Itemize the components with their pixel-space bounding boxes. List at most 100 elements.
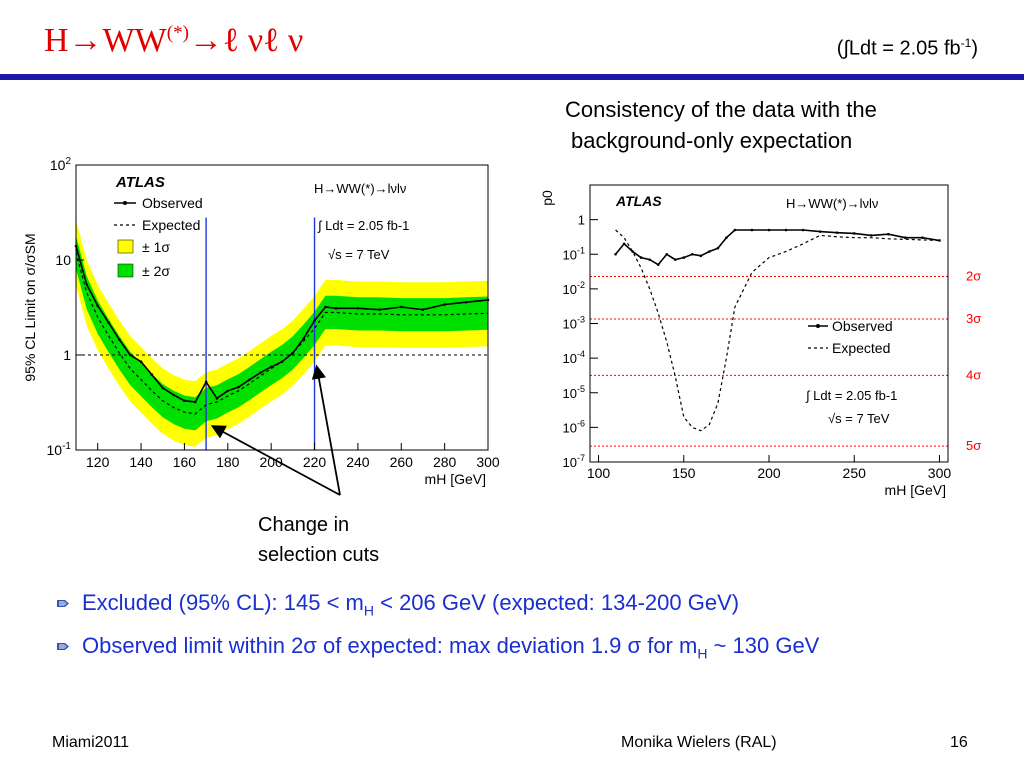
lumi-main: (∫Ldt = 2.05 fb <box>836 37 961 60</box>
observed-point <box>656 263 660 266</box>
x-tick-label: 300 <box>476 454 500 470</box>
observed-point <box>682 256 686 259</box>
y-tick-label: 10-2 <box>563 280 585 297</box>
observed-point <box>716 246 720 250</box>
observed-point <box>708 250 711 253</box>
observed-point <box>356 307 360 310</box>
series-observed-line <box>614 229 940 266</box>
process-label: H→WW(*)→lνlν <box>314 181 406 196</box>
bullet-list: Excluded (95% CL): 145 < m H < 206 GeV (e… <box>56 588 996 675</box>
series-expected-line <box>615 229 940 432</box>
observed-point <box>784 228 788 232</box>
series-observed-line <box>75 245 489 403</box>
bullet2-post: ~ 130 GeV <box>707 633 820 659</box>
observed-point <box>869 234 873 237</box>
observed-point <box>150 373 154 377</box>
x-tick-label: 150 <box>672 465 696 481</box>
legend-observed-label: Observed <box>142 195 203 211</box>
change-note: Change in selection cuts <box>258 510 379 570</box>
observed-point <box>818 230 822 233</box>
bullet-observed-limit: Observed limit within 2σ of expected: ma… <box>56 631 996 668</box>
observed-point <box>465 300 468 304</box>
observed-point <box>248 378 251 381</box>
observed-point <box>904 236 907 240</box>
y-tick-label: 10-7 <box>563 453 585 470</box>
observed-point <box>269 365 273 369</box>
footer-page-number: 16 <box>950 734 968 751</box>
plot-frame <box>75 164 489 451</box>
y-tick-label: 10-1 <box>47 441 72 458</box>
energy-label: √s = 7 TeV <box>828 411 890 426</box>
lumi-close: ) <box>971 37 978 60</box>
observed-point <box>622 242 626 246</box>
x-tick-label: 300 <box>928 465 952 481</box>
observed-point <box>128 353 132 357</box>
energy-label: √s = 7 TeV <box>328 247 390 262</box>
title-divider <box>0 74 1024 80</box>
arrow-to-170 <box>210 425 341 496</box>
observed-point <box>614 252 617 256</box>
footer-event: Miami2011 <box>52 734 130 751</box>
bullet-icon <box>57 600 69 607</box>
title-main: H→WW <box>44 22 167 59</box>
observed-point <box>835 231 839 234</box>
legend-observed-label: Observed <box>832 318 893 334</box>
legend-2sigma-label: ± 2σ <box>142 263 170 279</box>
bullet1-post: < 206 GeV (expected: 134-200 GeV) <box>374 590 740 615</box>
legend-1sigma-label: ± 1σ <box>142 239 170 255</box>
observed-point <box>421 308 425 311</box>
lumi-label: ∫ Ldt = 2.05 fb-1 <box>805 388 897 403</box>
bullet2-sub: H <box>697 645 708 662</box>
series-expected-line <box>75 252 489 415</box>
observed-point <box>648 258 651 261</box>
observed-point <box>85 283 89 286</box>
luminosity-label: (∫Ldt = 2.05 fb-1) <box>837 36 978 61</box>
y-tick-label: 10-4 <box>563 349 585 366</box>
y-tick-label: 10-3 <box>563 315 585 332</box>
sigma-label: 4σ <box>966 367 981 382</box>
x-tick-label: 100 <box>587 465 611 481</box>
legend-observed-marker <box>123 201 127 205</box>
x-tick-label: 280 <box>433 454 457 470</box>
observed-point <box>443 303 446 306</box>
x-axis-label: mH [GeV] <box>425 471 486 487</box>
observed-point <box>226 389 230 393</box>
observed-point <box>921 236 924 240</box>
bullet2-pre: Observed limit within 2σ of expected: ma… <box>82 633 698 659</box>
observed-point <box>725 236 728 240</box>
band-2-sigma <box>76 219 488 447</box>
observed-point <box>172 393 175 397</box>
observed-point <box>639 256 643 259</box>
x-tick-label: 240 <box>346 454 370 470</box>
y-tick-label: 10-5 <box>563 384 585 401</box>
y-axis-label: p0 <box>539 190 555 206</box>
change-line-1: Change in <box>258 514 350 536</box>
process-label: H→WW(*)→lνlν <box>786 196 878 211</box>
y-tick-label: 10-6 <box>563 418 585 435</box>
observed-point <box>938 239 941 242</box>
legend-1sigma-swatch <box>117 239 134 254</box>
x-axis-label: mH [GeV] <box>885 482 946 498</box>
observed-point <box>215 397 219 400</box>
slide-title: H→WW(*)→ℓ νℓ ν <box>44 22 303 60</box>
title-tail: →ℓ νℓ ν <box>188 22 304 59</box>
sigma-label: 5σ <box>966 438 981 453</box>
plot-frame <box>589 184 949 463</box>
change-line-2: selection cuts <box>258 544 380 566</box>
bullet1-pre: Excluded (95% CL): 145 < m <box>82 590 364 615</box>
observed-point <box>107 321 110 324</box>
y-tick-label: 1 <box>63 347 71 363</box>
limit-chart: 120 140 160 180 200 220 240 260 280 300 10-1 1 10 102… <box>22 156 500 487</box>
footer-author: Monika Wielers (RAL) <box>621 734 777 751</box>
observed-point <box>291 351 295 355</box>
observed-point <box>750 228 754 232</box>
observed-point <box>139 360 143 364</box>
x-tick-label: 260 <box>390 454 414 470</box>
consistency-line-1: Consistency of the data with the <box>565 97 877 122</box>
sigma-label: 3σ <box>966 311 981 326</box>
consistency-line-2: background-only expectation <box>571 128 853 153</box>
experiment-label: ATLAS <box>115 174 165 191</box>
annotation-arrows <box>210 364 341 496</box>
x-tick-label: 120 <box>86 454 110 470</box>
observed-point <box>852 232 856 235</box>
